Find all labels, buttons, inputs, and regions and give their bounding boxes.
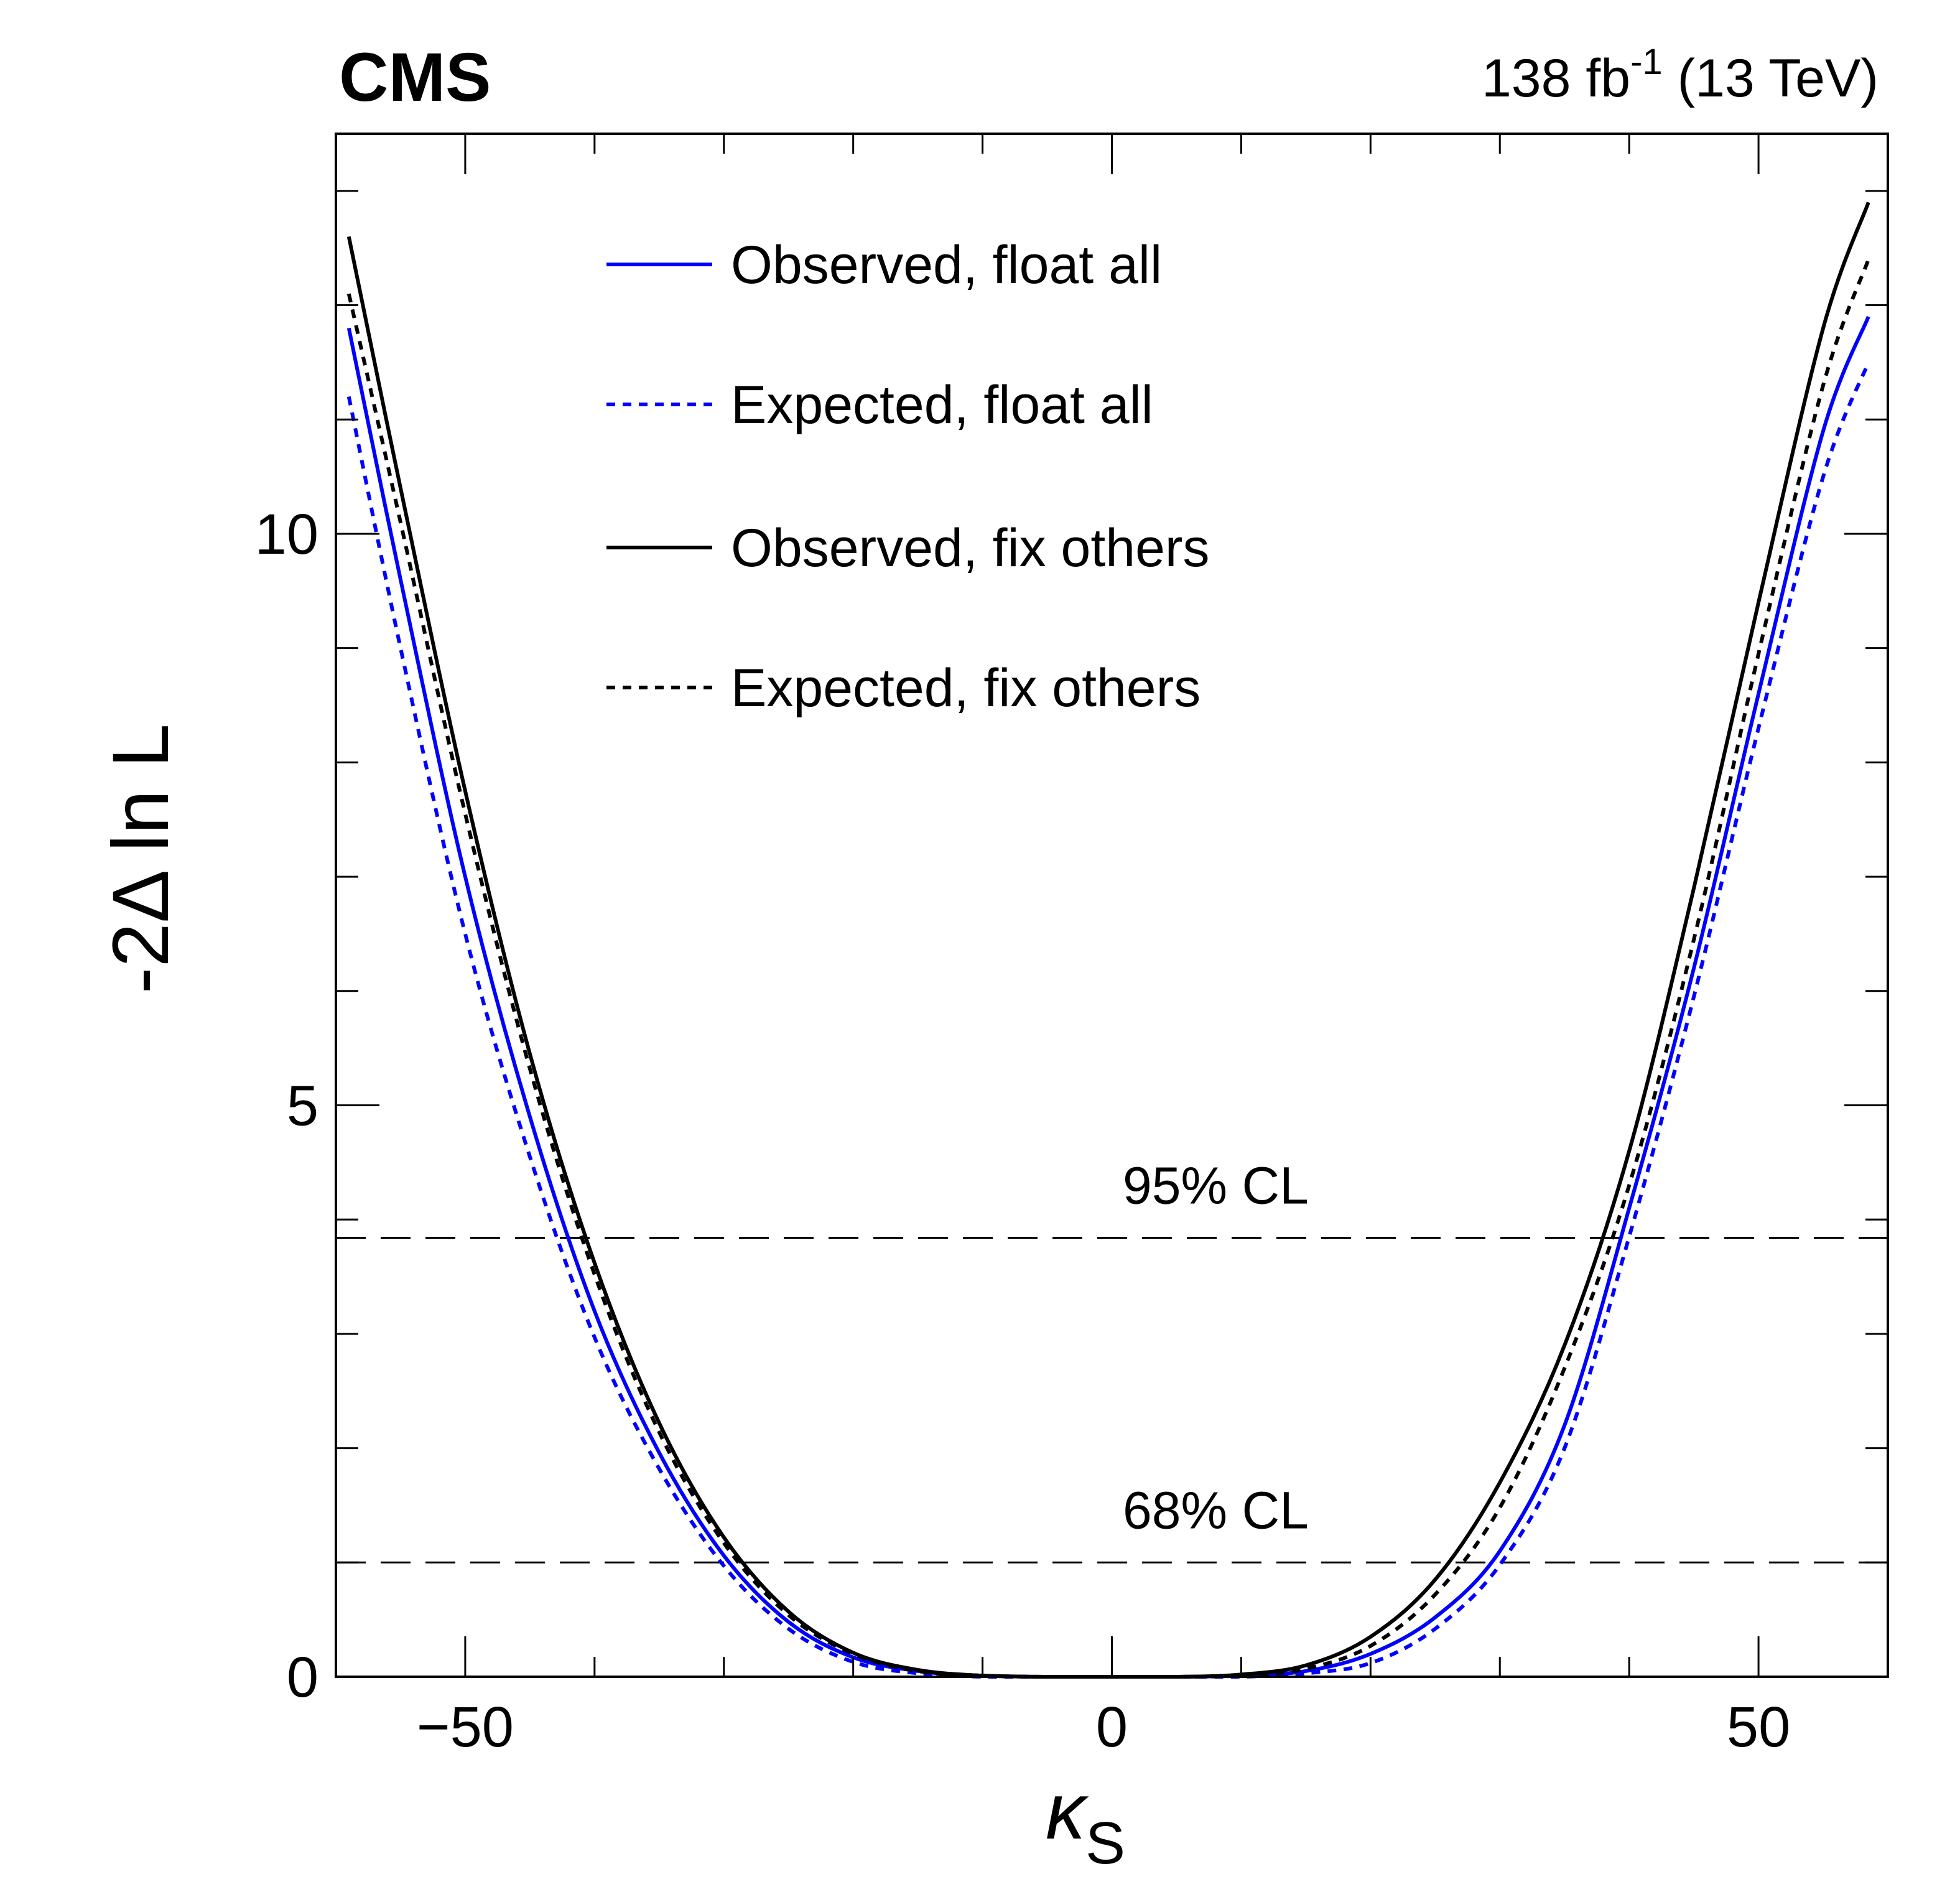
- x-axis-symbol: κ: [1046, 1767, 1089, 1856]
- y-tick-label: 0: [287, 1646, 318, 1709]
- lumi-energy: (13 TeV): [1663, 49, 1879, 108]
- cl-label: 68% CL: [1123, 1481, 1309, 1539]
- y-tick-label: 10: [255, 503, 318, 566]
- luminosity-label: 138 fb-1 (13 TeV): [1482, 42, 1879, 108]
- x-axis-title: κS: [1046, 1767, 1125, 1876]
- legend-label: Expected, float all: [731, 375, 1153, 435]
- legend-label: Observed, float all: [731, 235, 1162, 295]
- experiment-label: CMS: [339, 39, 491, 116]
- lumi-value: 138 fb: [1482, 49, 1630, 108]
- curve-expected-fix-others: [346, 259, 1870, 1679]
- x-tick-label: 0: [1096, 1695, 1128, 1759]
- lumi-exponent: -1: [1630, 42, 1663, 82]
- legend: Observed, float all Expected, float all Ob…: [606, 235, 1210, 718]
- y-tick-label: 5: [287, 1074, 318, 1137]
- x-axis-subscript: S: [1085, 1810, 1125, 1876]
- x-tick-label: −50: [417, 1695, 514, 1759]
- cl-label: 95% CL: [1123, 1157, 1309, 1215]
- confidence-level-lines: 68% CL 95% CL: [336, 1157, 1888, 1564]
- curve-expected-float-all: [346, 361, 1870, 1679]
- axis-ticks: [335, 134, 1889, 1678]
- y-axis-title: -2Δ ln L: [96, 724, 185, 994]
- legend-label: Expected, fix others: [731, 658, 1201, 718]
- legend-label: Observed, fix others: [731, 518, 1210, 578]
- axis-tick-labels: −50 0 50 0 5 10: [255, 503, 1791, 1759]
- x-tick-label: 50: [1727, 1695, 1790, 1759]
